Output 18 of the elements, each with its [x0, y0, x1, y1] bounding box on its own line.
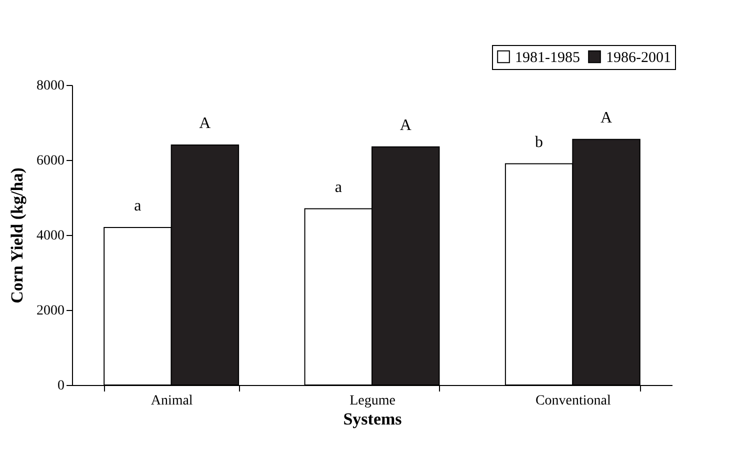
y-tick-label: 0	[58, 378, 64, 394]
legend-label: 1981-1985	[515, 50, 580, 66]
annotation: A	[199, 115, 212, 132]
y-tick-label: 6000	[36, 154, 64, 168]
x-axis-title: Systems	[343, 410, 402, 428]
x-tick-label: Animal	[150, 394, 193, 408]
y-tick-label: 4000	[36, 228, 64, 244]
y-axis-title: Corn Yield (kg/ha)	[8, 168, 26, 304]
y-tick-label: 8000	[36, 78, 64, 94]
annotation: b	[535, 134, 544, 151]
x-tick-label: Legume	[350, 394, 396, 408]
x-tick-label: Conventional	[535, 394, 611, 408]
annotation: A	[600, 109, 612, 126]
legend-label: 1986-2001	[606, 50, 671, 66]
annotation: a	[334, 178, 342, 196]
annotation: A	[400, 116, 412, 134]
y-tick-label: 2000	[36, 304, 64, 318]
annotation: a	[134, 198, 142, 214]
